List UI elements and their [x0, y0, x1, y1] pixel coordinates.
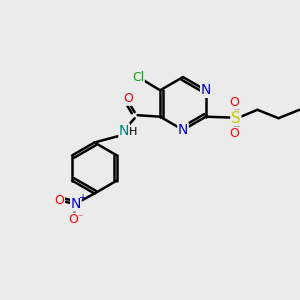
Text: N: N	[71, 197, 81, 211]
Text: O: O	[230, 127, 239, 140]
Text: +: +	[79, 193, 86, 203]
Text: O: O	[123, 92, 133, 105]
Text: ⁻: ⁻	[77, 213, 82, 223]
Text: N: N	[178, 123, 188, 137]
Text: S: S	[231, 111, 241, 126]
Text: H: H	[129, 127, 137, 137]
Text: O: O	[68, 213, 78, 226]
Text: N: N	[201, 83, 211, 97]
Text: N: N	[119, 124, 129, 138]
Text: O: O	[55, 194, 64, 208]
Text: Cl: Cl	[132, 71, 144, 84]
Text: O: O	[230, 96, 239, 109]
